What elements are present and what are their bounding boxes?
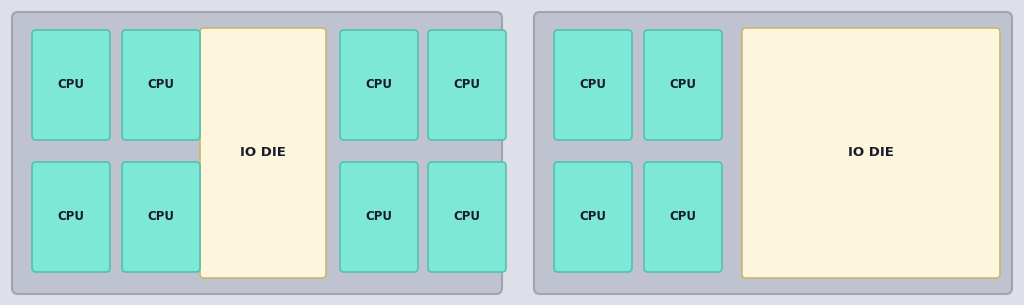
Text: IO DIE: IO DIE <box>848 146 894 160</box>
Text: CPU: CPU <box>454 210 480 224</box>
Text: CPU: CPU <box>147 210 174 224</box>
Text: CPU: CPU <box>580 78 606 92</box>
FancyBboxPatch shape <box>644 30 722 140</box>
FancyBboxPatch shape <box>428 162 506 272</box>
Text: CPU: CPU <box>366 210 392 224</box>
FancyBboxPatch shape <box>12 12 502 294</box>
FancyBboxPatch shape <box>340 30 418 140</box>
FancyBboxPatch shape <box>340 162 418 272</box>
Text: CPU: CPU <box>580 210 606 224</box>
FancyBboxPatch shape <box>554 162 632 272</box>
Text: CPU: CPU <box>57 78 85 92</box>
FancyBboxPatch shape <box>554 30 632 140</box>
Text: CPU: CPU <box>57 210 85 224</box>
FancyBboxPatch shape <box>742 28 1000 278</box>
FancyBboxPatch shape <box>122 162 200 272</box>
Text: CPU: CPU <box>454 78 480 92</box>
FancyBboxPatch shape <box>644 162 722 272</box>
FancyBboxPatch shape <box>32 30 110 140</box>
FancyBboxPatch shape <box>200 28 326 278</box>
FancyBboxPatch shape <box>428 30 506 140</box>
Text: CPU: CPU <box>366 78 392 92</box>
Text: IO DIE: IO DIE <box>240 146 286 160</box>
FancyBboxPatch shape <box>32 162 110 272</box>
Text: CPU: CPU <box>670 78 696 92</box>
FancyBboxPatch shape <box>122 30 200 140</box>
Text: CPU: CPU <box>670 210 696 224</box>
Text: CPU: CPU <box>147 78 174 92</box>
FancyBboxPatch shape <box>534 12 1012 294</box>
